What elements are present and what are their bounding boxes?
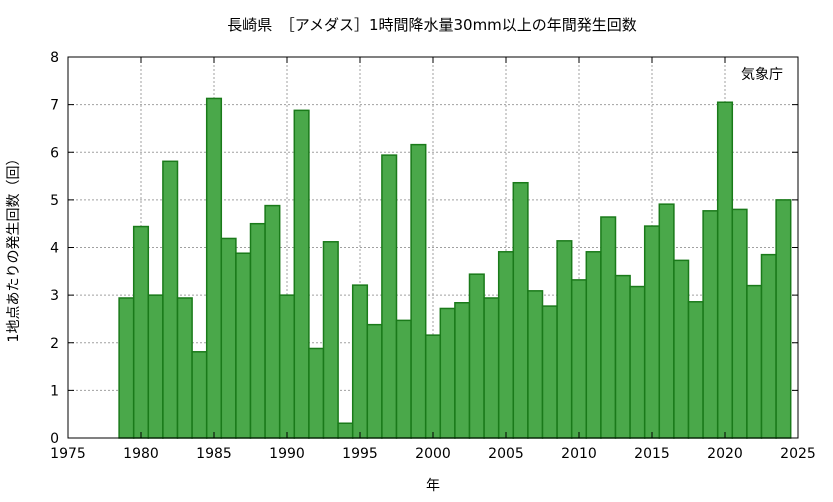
x-axis-label: 年 — [426, 478, 440, 494]
bar-1986 — [220, 237, 237, 439]
bar-1998 — [395, 319, 412, 439]
bar-2023 — [760, 253, 777, 439]
credit-label: 気象庁 — [741, 67, 783, 83]
bar-1999 — [410, 143, 427, 439]
bar-2011 — [585, 251, 602, 439]
bar-2022 — [746, 284, 763, 439]
bar-2024 — [775, 199, 792, 439]
bar-2012 — [600, 216, 617, 439]
x-tick-label: 1995 — [342, 446, 378, 462]
bar-2003 — [468, 273, 485, 439]
bar-2021 — [731, 208, 748, 439]
bar-2013 — [614, 274, 631, 439]
bar-1990 — [278, 294, 296, 439]
y-tick-label: 1 — [50, 383, 59, 399]
tick-layer: 1975 1980 1985 1990 1995 2000 2005 2010 2015 2020… — [50, 50, 816, 462]
x-tick-label: 1975 — [50, 446, 86, 462]
bar-2016 — [658, 203, 675, 439]
y-tick-label: 6 — [50, 145, 59, 161]
bar-1980 — [132, 225, 150, 439]
y-tick-label: 7 — [50, 98, 59, 114]
bar-1979 — [118, 297, 135, 439]
bar-2005 — [497, 251, 515, 439]
bar-2017 — [673, 259, 690, 439]
bar-2010 — [570, 279, 588, 439]
bar-2006 — [512, 181, 529, 439]
y-tick-label: 5 — [50, 193, 59, 209]
x-tick-label: 2025 — [780, 446, 816, 462]
bar-2000 — [424, 334, 442, 439]
bar-2009 — [556, 240, 573, 439]
bar-2002 — [454, 302, 471, 439]
bar-2015 — [643, 225, 661, 439]
x-tick-label: 1990 — [269, 446, 305, 462]
bar-2007 — [527, 290, 544, 439]
bar-1991 — [293, 109, 310, 439]
bar-1995 — [351, 284, 369, 439]
bar-1982 — [162, 160, 179, 439]
bar-1994 — [337, 422, 354, 439]
bar-2019 — [702, 210, 719, 439]
y-tick-label: 3 — [50, 288, 59, 304]
bar-1983 — [176, 297, 193, 439]
y-axis-label: 1地点あたりの発生回数（回） — [6, 152, 22, 343]
y-tick-label: 0 — [50, 431, 59, 447]
x-tick-label: 2020 — [707, 446, 743, 462]
bar-1992 — [308, 347, 325, 439]
bar-1989 — [264, 204, 281, 439]
bar-1996 — [366, 323, 383, 439]
chart-title: 長崎県 ［アメダス］1時間降水量30mm以上の年間発生回数 — [227, 16, 637, 34]
x-tick-label: 2010 — [561, 446, 597, 462]
bar-1984 — [191, 351, 208, 439]
bar-1997 — [381, 154, 398, 439]
bar-2018 — [687, 301, 704, 439]
bar-2004 — [483, 297, 500, 439]
bar-1981 — [147, 294, 164, 439]
x-tick-label: 2015 — [634, 446, 670, 462]
y-tick-label: 2 — [50, 336, 59, 352]
x-tick-label: 2005 — [488, 446, 524, 462]
bar-1993 — [322, 241, 339, 439]
bar-layer — [118, 97, 792, 439]
bar-2008 — [541, 305, 558, 439]
x-tick-label: 1980 — [123, 446, 159, 462]
y-tick-label: 4 — [50, 241, 59, 257]
bar-2001 — [439, 307, 456, 439]
y-tick-label: 8 — [50, 50, 59, 66]
x-tick-label: 2000 — [415, 446, 451, 462]
bar-2020 — [716, 101, 734, 439]
bar-1987 — [235, 252, 252, 439]
bar-1988 — [249, 222, 266, 439]
x-tick-label: 1985 — [196, 446, 232, 462]
bar-1985 — [205, 97, 223, 439]
bar-2014 — [629, 285, 646, 439]
